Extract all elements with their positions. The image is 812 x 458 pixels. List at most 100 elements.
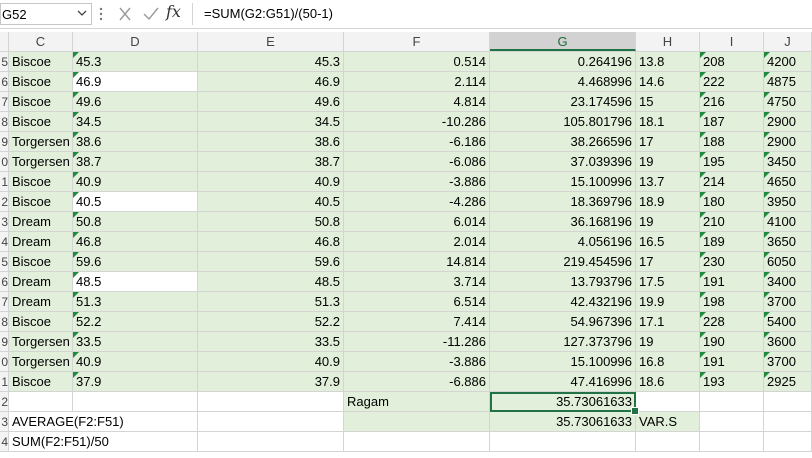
row-header[interactable]: 0: [0, 152, 9, 172]
cell-d[interactable]: 38.7: [73, 152, 198, 172]
cell-i[interactable]: [700, 412, 764, 432]
cell-d[interactable]: 40.9: [73, 172, 198, 192]
cell-j[interactable]: 3700: [764, 292, 812, 312]
row-header[interactable]: 2: [0, 192, 9, 212]
cell-g[interactable]: 23.174596: [490, 92, 636, 112]
sum-formula-label[interactable]: SUM(F2:F51)/50: [9, 432, 109, 452]
cell-g[interactable]: 54.967396: [490, 312, 636, 332]
cell-g[interactable]: 36.168196: [490, 212, 636, 232]
formula-input[interactable]: =SUM(G2:G51)/(50-1): [192, 3, 812, 25]
cell-j[interactable]: [764, 412, 812, 432]
cell-e[interactable]: [198, 392, 344, 412]
cell-g[interactable]: 15.100996: [490, 172, 636, 192]
cell-i[interactable]: 208: [700, 52, 764, 72]
cell-f[interactable]: 14.814: [344, 252, 490, 272]
cell-c[interactable]: Torgersen: [9, 132, 73, 152]
cell-d[interactable]: 38.6: [73, 132, 198, 152]
cell-h[interactable]: 13.8: [636, 52, 700, 72]
cell-d[interactable]: 34.5: [73, 112, 198, 132]
cell-h[interactable]: 18.1: [636, 112, 700, 132]
cell-g[interactable]: 4.468996: [490, 72, 636, 92]
cell-d[interactable]: 50.8: [73, 212, 198, 232]
cell-j[interactable]: 4875: [764, 72, 812, 92]
cell-e[interactable]: 40.9: [198, 352, 344, 372]
cell-d[interactable]: 46.9: [73, 72, 198, 92]
cell-g[interactable]: 13.793796: [490, 272, 636, 292]
cell-d[interactable]: [73, 432, 198, 452]
cell-i[interactable]: 191: [700, 352, 764, 372]
cell-c[interactable]: Biscoe: [9, 112, 73, 132]
cell-c[interactable]: Dream: [9, 212, 73, 232]
cell-e[interactable]: [198, 432, 344, 452]
cell-d[interactable]: 46.8: [73, 232, 198, 252]
cell-h[interactable]: 19: [636, 152, 700, 172]
cell-h[interactable]: 15: [636, 92, 700, 112]
cell-f[interactable]: 2.014: [344, 232, 490, 252]
name-box[interactable]: G52: [0, 3, 92, 25]
more-options-icon[interactable]: [98, 6, 104, 22]
cell-f[interactable]: [344, 432, 490, 452]
cell-j[interactable]: 4100: [764, 212, 812, 232]
cell-d[interactable]: 37.9: [73, 372, 198, 392]
cell-c[interactable]: Torgersen: [9, 332, 73, 352]
cell-j[interactable]: 2900: [764, 132, 812, 152]
row-header[interactable]: 6: [0, 272, 9, 292]
cell-h[interactable]: [636, 432, 700, 452]
cell-i[interactable]: 198: [700, 292, 764, 312]
cell-j[interactable]: 6050: [764, 252, 812, 272]
cell-h[interactable]: 19: [636, 332, 700, 352]
cell-c[interactable]: Biscoe: [9, 192, 73, 212]
cell-i[interactable]: 216: [700, 92, 764, 112]
select-all-corner[interactable]: [0, 32, 9, 51]
cell-h[interactable]: [636, 392, 700, 412]
row-header[interactable]: 8: [0, 112, 9, 132]
row-header[interactable]: 9: [0, 132, 9, 152]
cell-i[interactable]: 230: [700, 252, 764, 272]
cell-f[interactable]: -6.186: [344, 132, 490, 152]
cell-h[interactable]: 18.6: [636, 372, 700, 392]
cell-j[interactable]: 3600: [764, 332, 812, 352]
cell-e[interactable]: 52.2: [198, 312, 344, 332]
cell-c[interactable]: Dream: [9, 232, 73, 252]
cell-d[interactable]: 40.9: [73, 352, 198, 372]
cell-f[interactable]: -3.886: [344, 172, 490, 192]
cell-j[interactable]: 2925: [764, 372, 812, 392]
cell-d[interactable]: [73, 392, 198, 412]
cell-c[interactable]: Dream: [9, 292, 73, 312]
cell-f[interactable]: -10.286: [344, 112, 490, 132]
cell-d[interactable]: 52.2: [73, 312, 198, 332]
cell-j[interactable]: 3400: [764, 272, 812, 292]
cell-e[interactable]: 48.5: [198, 272, 344, 292]
cell-c[interactable]: [9, 392, 73, 412]
row-header[interactable]: 3: [0, 412, 9, 432]
cell-i[interactable]: 222: [700, 72, 764, 92]
cell-h[interactable]: 14.6: [636, 72, 700, 92]
row-header[interactable]: 9: [0, 332, 9, 352]
cell-e[interactable]: [198, 412, 344, 432]
row-header[interactable]: 2: [0, 392, 9, 412]
cell-i[interactable]: 180: [700, 192, 764, 212]
cell-e[interactable]: 49.6: [198, 92, 344, 112]
row-header[interactable]: 3: [0, 212, 9, 232]
cell-c[interactable]: Biscoe: [9, 172, 73, 192]
cell-e[interactable]: 51.3: [198, 292, 344, 312]
cell-j[interactable]: 4200: [764, 52, 812, 72]
column-header-e[interactable]: E: [198, 32, 344, 51]
cell-g[interactable]: 105.801796: [490, 112, 636, 132]
cell-c[interactable]: Torgersen: [9, 352, 73, 372]
ragam-label[interactable]: Ragam: [344, 392, 490, 412]
column-header-d[interactable]: D: [73, 32, 198, 51]
insert-function-icon[interactable]: fx: [166, 2, 181, 21]
column-header-h[interactable]: H: [636, 32, 700, 51]
cell-c[interactable]: Biscoe: [9, 72, 73, 92]
row-header[interactable]: 7: [0, 92, 9, 112]
row-header[interactable]: 8: [0, 312, 9, 332]
cell-c[interactable]: Biscoe: [9, 52, 73, 72]
cell-e[interactable]: 50.8: [198, 212, 344, 232]
cell-e[interactable]: 45.3: [198, 52, 344, 72]
cell-e[interactable]: 38.6: [198, 132, 344, 152]
cell-c[interactable]: Biscoe: [9, 252, 73, 272]
cell-h[interactable]: 17.1: [636, 312, 700, 332]
cell-h[interactable]: 19: [636, 212, 700, 232]
average-formula-label[interactable]: AVERAGE(F2:F51): [9, 412, 124, 432]
